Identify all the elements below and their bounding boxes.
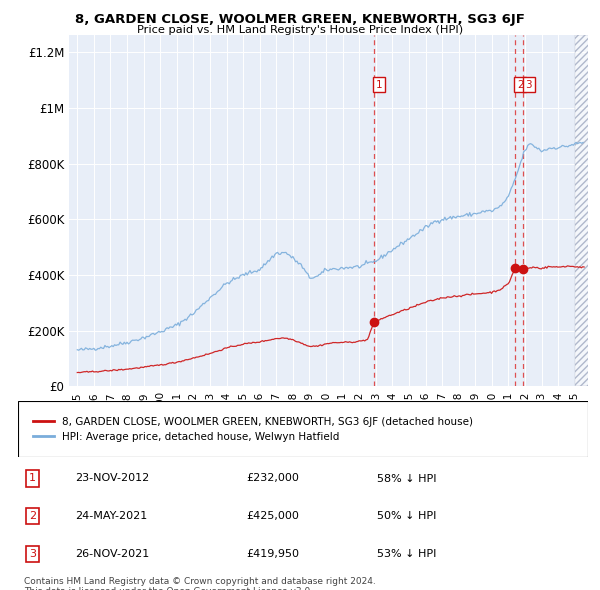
Text: Contains HM Land Registry data © Crown copyright and database right 2024.
This d: Contains HM Land Registry data © Crown c… — [24, 577, 376, 590]
Bar — [575, 35, 589, 386]
Text: Price paid vs. HM Land Registry's House Price Index (HPI): Price paid vs. HM Land Registry's House … — [137, 25, 463, 35]
Bar — [575, 35, 589, 386]
Text: 50% ↓ HPI: 50% ↓ HPI — [377, 512, 436, 521]
Text: 53% ↓ HPI: 53% ↓ HPI — [377, 549, 436, 559]
Text: 1: 1 — [29, 474, 36, 483]
Text: £425,000: £425,000 — [246, 512, 299, 521]
Text: 2: 2 — [517, 80, 524, 90]
Text: 1: 1 — [376, 80, 383, 90]
Text: 24-MAY-2021: 24-MAY-2021 — [75, 512, 147, 521]
Text: £419,950: £419,950 — [246, 549, 299, 559]
Text: 2: 2 — [29, 512, 36, 521]
Legend: 8, GARDEN CLOSE, WOOLMER GREEN, KNEBWORTH, SG3 6JF (detached house), HPI: Averag: 8, GARDEN CLOSE, WOOLMER GREEN, KNEBWORT… — [29, 412, 478, 446]
Text: £232,000: £232,000 — [246, 474, 299, 483]
Text: 26-NOV-2021: 26-NOV-2021 — [75, 549, 149, 559]
Text: 23-NOV-2012: 23-NOV-2012 — [75, 474, 149, 483]
Text: 8, GARDEN CLOSE, WOOLMER GREEN, KNEBWORTH, SG3 6JF: 8, GARDEN CLOSE, WOOLMER GREEN, KNEBWORT… — [75, 13, 525, 26]
Text: 58% ↓ HPI: 58% ↓ HPI — [377, 474, 437, 483]
Text: 3: 3 — [526, 80, 532, 90]
Text: 3: 3 — [29, 549, 36, 559]
